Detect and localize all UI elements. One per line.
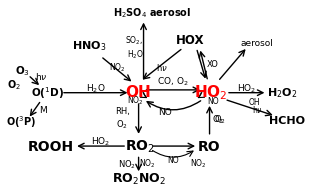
Text: HCHO: HCHO <box>269 116 305 126</box>
Text: HO$_2$: HO$_2$ <box>194 83 228 102</box>
Text: H$_2$SO$_4$ aerosol: H$_2$SO$_4$ aerosol <box>113 6 191 20</box>
Text: h$\nu$: h$\nu$ <box>156 62 168 73</box>
Text: XO: XO <box>207 60 219 69</box>
Text: NO$_2$: NO$_2$ <box>139 158 155 170</box>
Text: NO$_2$: NO$_2$ <box>127 95 144 107</box>
Text: HO$_2$: HO$_2$ <box>237 83 256 95</box>
Text: aerosol: aerosol <box>241 39 274 48</box>
Text: NO$_2$: NO$_2$ <box>190 158 206 170</box>
Text: M: M <box>40 106 47 115</box>
Text: NO: NO <box>207 97 219 106</box>
Text: HNO$_3$: HNO$_3$ <box>72 39 106 53</box>
Text: H$_2$O$_2$: H$_2$O$_2$ <box>267 86 297 100</box>
Text: h$\nu$: h$\nu$ <box>252 104 263 115</box>
Text: OH: OH <box>248 98 260 108</box>
Text: HO$_2$: HO$_2$ <box>91 135 110 148</box>
Text: h$\nu$: h$\nu$ <box>35 71 47 82</box>
Text: O$_2$: O$_2$ <box>7 78 21 92</box>
Text: HOX: HOX <box>176 34 204 47</box>
Text: RH,
O$_2$: RH, O$_2$ <box>115 107 130 131</box>
Text: RO: RO <box>198 140 221 154</box>
Text: NO: NO <box>167 156 179 165</box>
Text: OH: OH <box>126 85 151 100</box>
Text: RO$_2$: RO$_2$ <box>125 139 155 155</box>
Text: O($^3$P): O($^3$P) <box>6 114 37 130</box>
Text: O$_2$: O$_2$ <box>214 114 225 126</box>
Text: H$_2$O: H$_2$O <box>86 83 106 95</box>
Text: O$_2$: O$_2$ <box>212 114 224 126</box>
Text: NO$_2$: NO$_2$ <box>118 159 136 171</box>
Text: SO$_2$,
H$_2$O: SO$_2$, H$_2$O <box>125 34 144 61</box>
Text: O($^1$D): O($^1$D) <box>31 85 64 101</box>
Text: O$_3$: O$_3$ <box>15 64 30 78</box>
Text: NO$_2$: NO$_2$ <box>109 62 125 74</box>
Text: CO, O$_2$: CO, O$_2$ <box>157 75 189 88</box>
Text: RO$_2$NO$_2$: RO$_2$NO$_2$ <box>112 172 166 187</box>
Text: NO: NO <box>158 108 172 117</box>
Text: ROOH: ROOH <box>28 140 74 154</box>
